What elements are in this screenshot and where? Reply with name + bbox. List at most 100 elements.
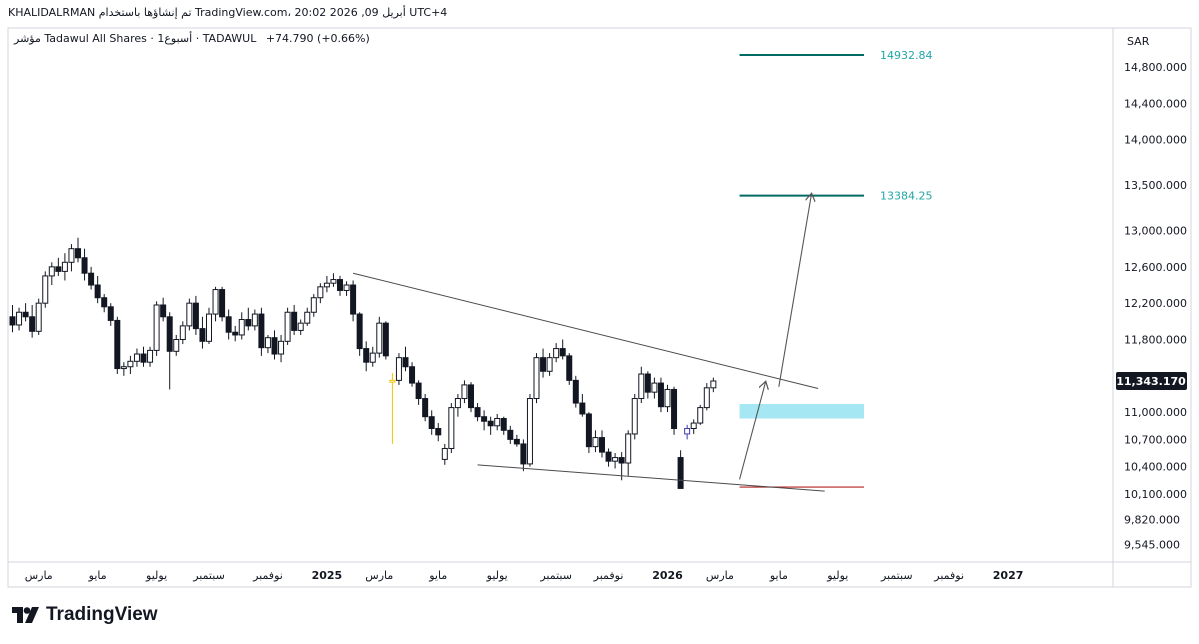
candle-body: [245, 319, 252, 327]
x-tick-label: سبتمبر: [192, 569, 225, 582]
candle-body: [703, 387, 710, 409]
drawings: 14932.84 13384.25: [352, 49, 933, 492]
candle-body: [474, 407, 481, 418]
candle-body: [337, 279, 343, 291]
y-tick-label: 14,000.000: [1124, 134, 1187, 147]
candle-body: [395, 357, 402, 381]
tradingview-logo-icon: [12, 607, 39, 623]
candle-body: [664, 388, 671, 408]
symbol-title: مؤشر Tadawul All Shares · 1أسبوع · TADAW…: [14, 32, 257, 45]
candle-body: [605, 451, 612, 462]
candle-body: [677, 457, 684, 489]
x-tick-label: يوليو: [486, 569, 508, 582]
candle-body: [461, 384, 468, 400]
candle-body: [153, 304, 160, 351]
candle-body: [330, 279, 337, 284]
last-price-label: 11,343.170: [1116, 375, 1186, 388]
candle-body: [278, 340, 285, 355]
candle-body: [710, 380, 717, 389]
candle-body: [500, 418, 507, 431]
time-axis[interactable]: مارس مايو يوليو سبتمبر نوفمبر 2025 مارس مايو يول…: [25, 569, 1024, 582]
candle-body: [644, 373, 651, 393]
y-tick-label: 10,400.000: [1124, 461, 1187, 474]
candle-body: [559, 348, 566, 357]
candle-body: [546, 357, 553, 372]
candle-body: [697, 407, 704, 424]
price-chart[interactable]: SAR 14,800.000 14,400.000 14,000.000 13,500…: [0, 0, 1199, 600]
candle-body: [147, 349, 154, 363]
candle-body: [88, 272, 95, 286]
candle-body: [526, 398, 533, 465]
candle-body: [258, 313, 265, 349]
candle-body: [409, 366, 416, 384]
candle-body: [382, 322, 389, 357]
candle-body: [389, 379, 396, 383]
candle-body: [219, 289, 226, 318]
y-tick-label: 13,000.000: [1124, 225, 1187, 238]
candle-body: [107, 306, 114, 321]
candle-body: [363, 348, 370, 363]
candle-body: [520, 443, 527, 465]
candle-body: [120, 366, 127, 370]
candle-body: [199, 328, 206, 342]
trendline-lower: [477, 464, 825, 492]
candle-body: [612, 457, 619, 462]
last-price-tag: 11,343.170: [1116, 371, 1187, 390]
candle-body: [251, 313, 258, 327]
x-tick-label: مارس: [25, 569, 53, 582]
candle-body: [114, 319, 121, 370]
candle-body: [435, 428, 442, 436]
candle-body: [29, 316, 36, 332]
x-tick-label: 2026: [652, 569, 683, 582]
candle-body: [468, 384, 474, 409]
candle-body: [343, 284, 350, 291]
arrow-small-projection: [739, 381, 766, 480]
candle-body: [192, 302, 199, 330]
brand-name: TradingView: [46, 604, 158, 625]
candle-body: [487, 420, 494, 427]
candle-body: [101, 297, 108, 308]
arrow-big-projection: [778, 193, 812, 387]
x-tick-label: يوليو: [145, 569, 167, 582]
candle-body: [16, 311, 23, 326]
candle-body: [127, 360, 134, 368]
candle-body: [35, 302, 42, 332]
y-tick-label: 9,545.000: [1124, 538, 1180, 551]
candle-body: [625, 433, 632, 464]
candle-body: [68, 248, 75, 263]
candle-body: [42, 275, 49, 304]
x-tick-label: مايو: [428, 569, 447, 582]
candle-body: [585, 413, 592, 448]
x-tick-label: سبتمبر: [539, 569, 572, 582]
candle-body: [566, 355, 573, 381]
tradingview-brand[interactable]: TradingView: [12, 604, 158, 626]
y-tick-label: 14,400.000: [1124, 97, 1187, 110]
demand-zone: [739, 403, 864, 419]
candle-body: [297, 322, 304, 331]
target-label: 13384.25: [880, 190, 933, 203]
drawing-zones: [739, 403, 864, 488]
candle-body: [376, 322, 383, 354]
y-tick-label: 11,000.000: [1124, 406, 1187, 419]
candle-body: [454, 398, 461, 409]
candle-body: [350, 284, 357, 315]
x-tick-label: مايو: [88, 569, 107, 582]
candle-body: [356, 313, 363, 350]
candle-body: [638, 373, 645, 400]
candle-body: [271, 337, 278, 355]
candle-body: [618, 457, 625, 464]
target-label: 14932.84: [880, 49, 933, 62]
candle-body: [166, 316, 173, 352]
candle-body: [533, 357, 540, 400]
candle-body: [225, 316, 232, 333]
currency-label[interactable]: SAR: [1127, 35, 1150, 48]
candle-body: [81, 257, 88, 274]
x-tick-label: مايو: [769, 569, 788, 582]
candle-body: [631, 398, 638, 435]
x-tick-label: نوفمبر: [593, 569, 624, 582]
candle-body: [323, 282, 330, 288]
candle-body: [428, 416, 435, 430]
symbol-header[interactable]: مؤشر Tadawul All Shares · 1أسبوع · TADAW…: [14, 32, 370, 45]
price-axis[interactable]: 14,800.000 14,400.000 14,000.000 13,500.000…: [1124, 61, 1187, 551]
candle-body: [55, 266, 62, 272]
